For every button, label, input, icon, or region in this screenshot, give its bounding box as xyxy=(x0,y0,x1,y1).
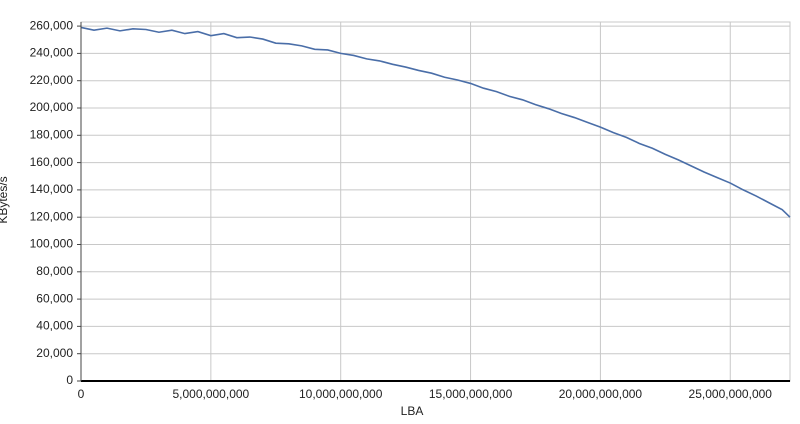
y-tick-label: 40,000 xyxy=(36,319,73,333)
y-tick-label: 80,000 xyxy=(36,264,73,278)
y-tick-label: 160,000 xyxy=(30,155,74,169)
y-tick-label: 140,000 xyxy=(30,182,74,196)
data-line xyxy=(80,26,791,218)
y-tick-label: 120,000 xyxy=(30,209,74,223)
x-tick-label: 0 xyxy=(78,387,85,401)
x-tick-label: 10,000,000,000 xyxy=(299,387,383,401)
y-tick-label: 180,000 xyxy=(30,127,74,141)
y-tick-label: 220,000 xyxy=(30,73,74,87)
x-axis-label: LBA xyxy=(401,404,424,418)
y-tick-label: 240,000 xyxy=(30,46,74,60)
x-tick-label: 20,000,000,000 xyxy=(559,387,643,401)
x-tick-label: 5,000,000,000 xyxy=(172,387,249,401)
y-axis-label: KBytes/s xyxy=(0,176,10,223)
y-tick-label: 0 xyxy=(66,373,73,387)
x-tick-label: 15,000,000,000 xyxy=(429,387,513,401)
y-tick-label: 260,000 xyxy=(30,18,74,32)
plot-area xyxy=(80,21,791,382)
y-tick-label: 200,000 xyxy=(30,100,74,114)
y-tick-label: 60,000 xyxy=(36,291,73,305)
y-tick-label: 100,000 xyxy=(30,237,74,251)
y-tick-label: 20,000 xyxy=(36,346,73,360)
x-tick-label: 25,000,000,000 xyxy=(689,387,773,401)
